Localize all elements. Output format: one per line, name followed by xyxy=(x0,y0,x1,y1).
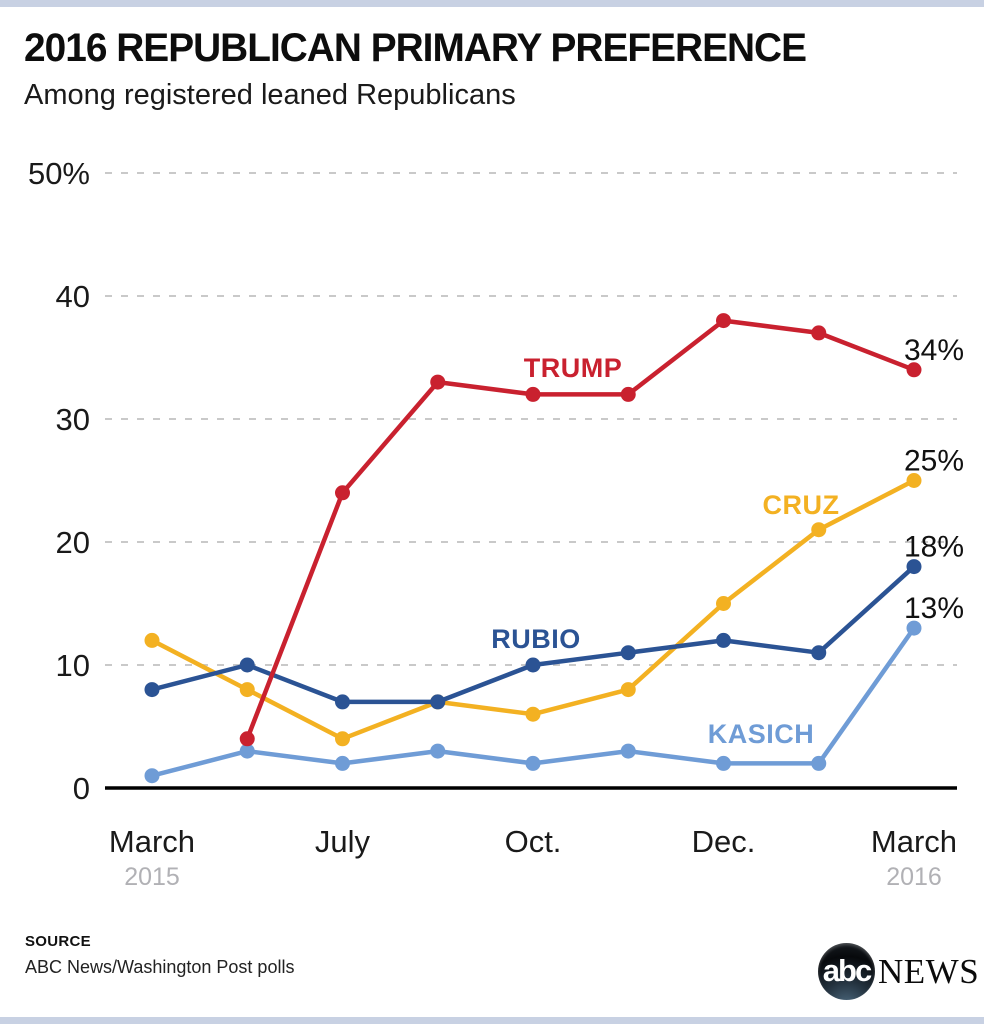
cruz-point xyxy=(239,682,255,698)
trump-point xyxy=(620,386,636,402)
y-tick-label: 40 xyxy=(56,279,90,314)
y-tick-label: 20 xyxy=(56,525,90,560)
rubio-point xyxy=(239,657,255,673)
cruz-point xyxy=(525,706,541,722)
trump-point xyxy=(525,386,541,402)
trump-label: TRUMP xyxy=(524,353,623,383)
news-wordmark: NEWS xyxy=(878,952,980,991)
rubio-end-value: 18% xyxy=(904,531,964,564)
kasich-point xyxy=(620,743,636,759)
source-block: SOURCE ABC News/Washington Post polls xyxy=(25,933,294,978)
kasich-point xyxy=(335,755,350,771)
x-tick-label: March xyxy=(109,824,195,859)
kasich-end-value: 13% xyxy=(904,592,964,625)
abc-logo-text: abc xyxy=(822,953,872,988)
y-axis-labels: 0 10 20 30 40 50% xyxy=(28,156,90,806)
trump-point xyxy=(906,362,922,378)
trump-point xyxy=(335,485,350,501)
rubio-series: RUBIO 18% xyxy=(144,531,964,710)
y-tick-label: 0 xyxy=(73,771,90,806)
x-tick-year-label: 2016 xyxy=(886,863,942,891)
cruz-point xyxy=(620,682,636,698)
rubio-label: RUBIO xyxy=(491,624,581,654)
kasich-point xyxy=(430,743,446,759)
rubio-point xyxy=(144,682,160,698)
x-tick-label: Dec. xyxy=(692,824,756,859)
trump-point xyxy=(430,374,446,390)
abc-logo-icon: abc xyxy=(818,943,875,1000)
y-tick-label: 50% xyxy=(28,156,90,191)
x-tick-label: March xyxy=(871,824,957,859)
kasich-point xyxy=(906,620,922,636)
trump-point xyxy=(811,325,827,341)
cruz-point xyxy=(335,731,350,747)
cruz-end-value: 25% xyxy=(904,445,964,478)
rubio-point xyxy=(430,694,446,710)
source-label: SOURCE xyxy=(25,933,91,950)
abc-news-logo: abc NEWS xyxy=(818,943,979,1003)
chart-subtitle: Among registered leaned Republicans xyxy=(24,79,516,111)
trump-line xyxy=(245,318,917,742)
trump-point xyxy=(716,313,731,329)
kasich-point xyxy=(144,768,160,784)
y-tick-label: 10 xyxy=(56,648,90,683)
rubio-point xyxy=(906,559,922,575)
cruz-point xyxy=(906,473,922,488)
trump-series: TRUMP 34% xyxy=(239,313,964,747)
kasich-point xyxy=(525,755,541,771)
kasich-point xyxy=(716,755,731,771)
y-tick-label: 30 xyxy=(56,402,90,437)
trump-point xyxy=(239,731,255,747)
kasich-series: KASICH 13% xyxy=(144,592,964,784)
bottom-accent-bar xyxy=(0,1017,984,1024)
trump-end-value: 34% xyxy=(904,334,964,367)
gridlines xyxy=(105,172,957,666)
x-tick-year-label: 2015 xyxy=(124,863,180,891)
chart-title: 2016 REPUBLICAN PRIMARY PREFERENCE xyxy=(24,26,807,70)
cruz-point xyxy=(144,632,160,648)
rubio-point xyxy=(716,632,731,648)
x-tick-label: Oct. xyxy=(505,824,562,859)
x-axis-labels: March 2015 July Oct. Dec. March 2016 xyxy=(109,824,957,891)
x-tick-label: July xyxy=(315,824,371,859)
kasich-point xyxy=(239,743,255,759)
rubio-point xyxy=(335,694,350,710)
kasich-point xyxy=(811,755,827,771)
cruz-series: CRUZ 25% xyxy=(144,445,964,747)
cruz-label: CRUZ xyxy=(763,490,840,520)
source-text: ABC News/Washington Post polls xyxy=(25,957,295,977)
kasich-label: KASICH xyxy=(708,719,815,749)
cruz-point xyxy=(811,522,827,538)
top-accent-bar xyxy=(0,0,984,7)
rubio-point xyxy=(525,657,541,673)
rubio-point xyxy=(811,645,827,661)
rubio-point xyxy=(620,645,636,661)
cruz-point xyxy=(716,596,731,611)
